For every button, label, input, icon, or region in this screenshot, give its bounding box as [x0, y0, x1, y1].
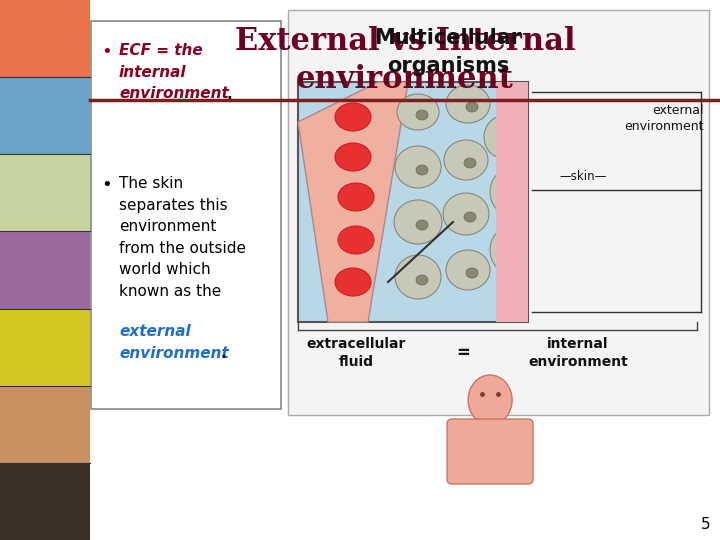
Ellipse shape	[468, 375, 512, 425]
Text: external: external	[652, 104, 704, 117]
Ellipse shape	[416, 110, 428, 120]
Text: extracellular: extracellular	[306, 337, 405, 351]
Text: External vs Internal: External vs Internal	[235, 26, 575, 57]
Ellipse shape	[443, 193, 489, 235]
Bar	[288, 10, 709, 415]
Ellipse shape	[416, 165, 428, 175]
Bar	[0, 0, 90, 77]
Text: organisms: organisms	[387, 56, 509, 76]
Bar	[496, 82, 528, 322]
Text: environment: environment	[296, 64, 514, 96]
Ellipse shape	[335, 143, 371, 171]
Ellipse shape	[490, 170, 526, 214]
Text: Multicellular: Multicellular	[374, 28, 521, 48]
Ellipse shape	[395, 255, 441, 299]
Text: external
environment: external environment	[119, 324, 229, 361]
Bar	[90, 0, 720, 540]
Text: internal: internal	[547, 337, 608, 351]
Bar	[298, 82, 528, 322]
Text: .: .	[227, 87, 233, 102]
Text: —skin—: —skin—	[559, 170, 606, 183]
Ellipse shape	[338, 183, 374, 211]
Ellipse shape	[464, 158, 476, 168]
Ellipse shape	[394, 200, 442, 244]
Ellipse shape	[506, 190, 518, 200]
Text: The skin
separates this
environment
from the outside
world which
known as the: The skin separates this environment from…	[119, 176, 246, 299]
Ellipse shape	[338, 226, 374, 254]
Text: •: •	[101, 43, 112, 61]
Bar	[0, 77, 90, 154]
Text: environment: environment	[528, 355, 628, 369]
Text: ECF = the
internal
environment: ECF = the internal environment	[119, 43, 229, 101]
Ellipse shape	[444, 140, 488, 180]
Ellipse shape	[466, 102, 478, 112]
Bar	[0, 154, 90, 232]
Ellipse shape	[395, 146, 441, 188]
Ellipse shape	[446, 250, 490, 290]
Polygon shape	[298, 82, 408, 322]
Bar	[0, 386, 90, 463]
Text: 5: 5	[701, 517, 710, 532]
Ellipse shape	[335, 103, 371, 131]
Ellipse shape	[446, 85, 490, 123]
Text: .: .	[221, 346, 227, 361]
Bar	[0, 232, 90, 308]
Ellipse shape	[335, 268, 371, 296]
FancyBboxPatch shape	[447, 419, 533, 484]
Text: fluid: fluid	[338, 355, 374, 369]
Ellipse shape	[416, 220, 428, 230]
Ellipse shape	[484, 116, 522, 158]
Ellipse shape	[416, 275, 428, 285]
Text: environment: environment	[624, 119, 704, 132]
Ellipse shape	[506, 248, 518, 258]
Text: =: =	[456, 344, 470, 362]
Ellipse shape	[466, 268, 478, 278]
Bar	[91, 21, 281, 409]
Bar	[0, 463, 90, 540]
Bar	[0, 308, 90, 386]
Ellipse shape	[501, 135, 513, 145]
Ellipse shape	[464, 212, 476, 222]
Ellipse shape	[490, 228, 526, 272]
Text: •: •	[101, 176, 112, 194]
Ellipse shape	[397, 94, 439, 130]
